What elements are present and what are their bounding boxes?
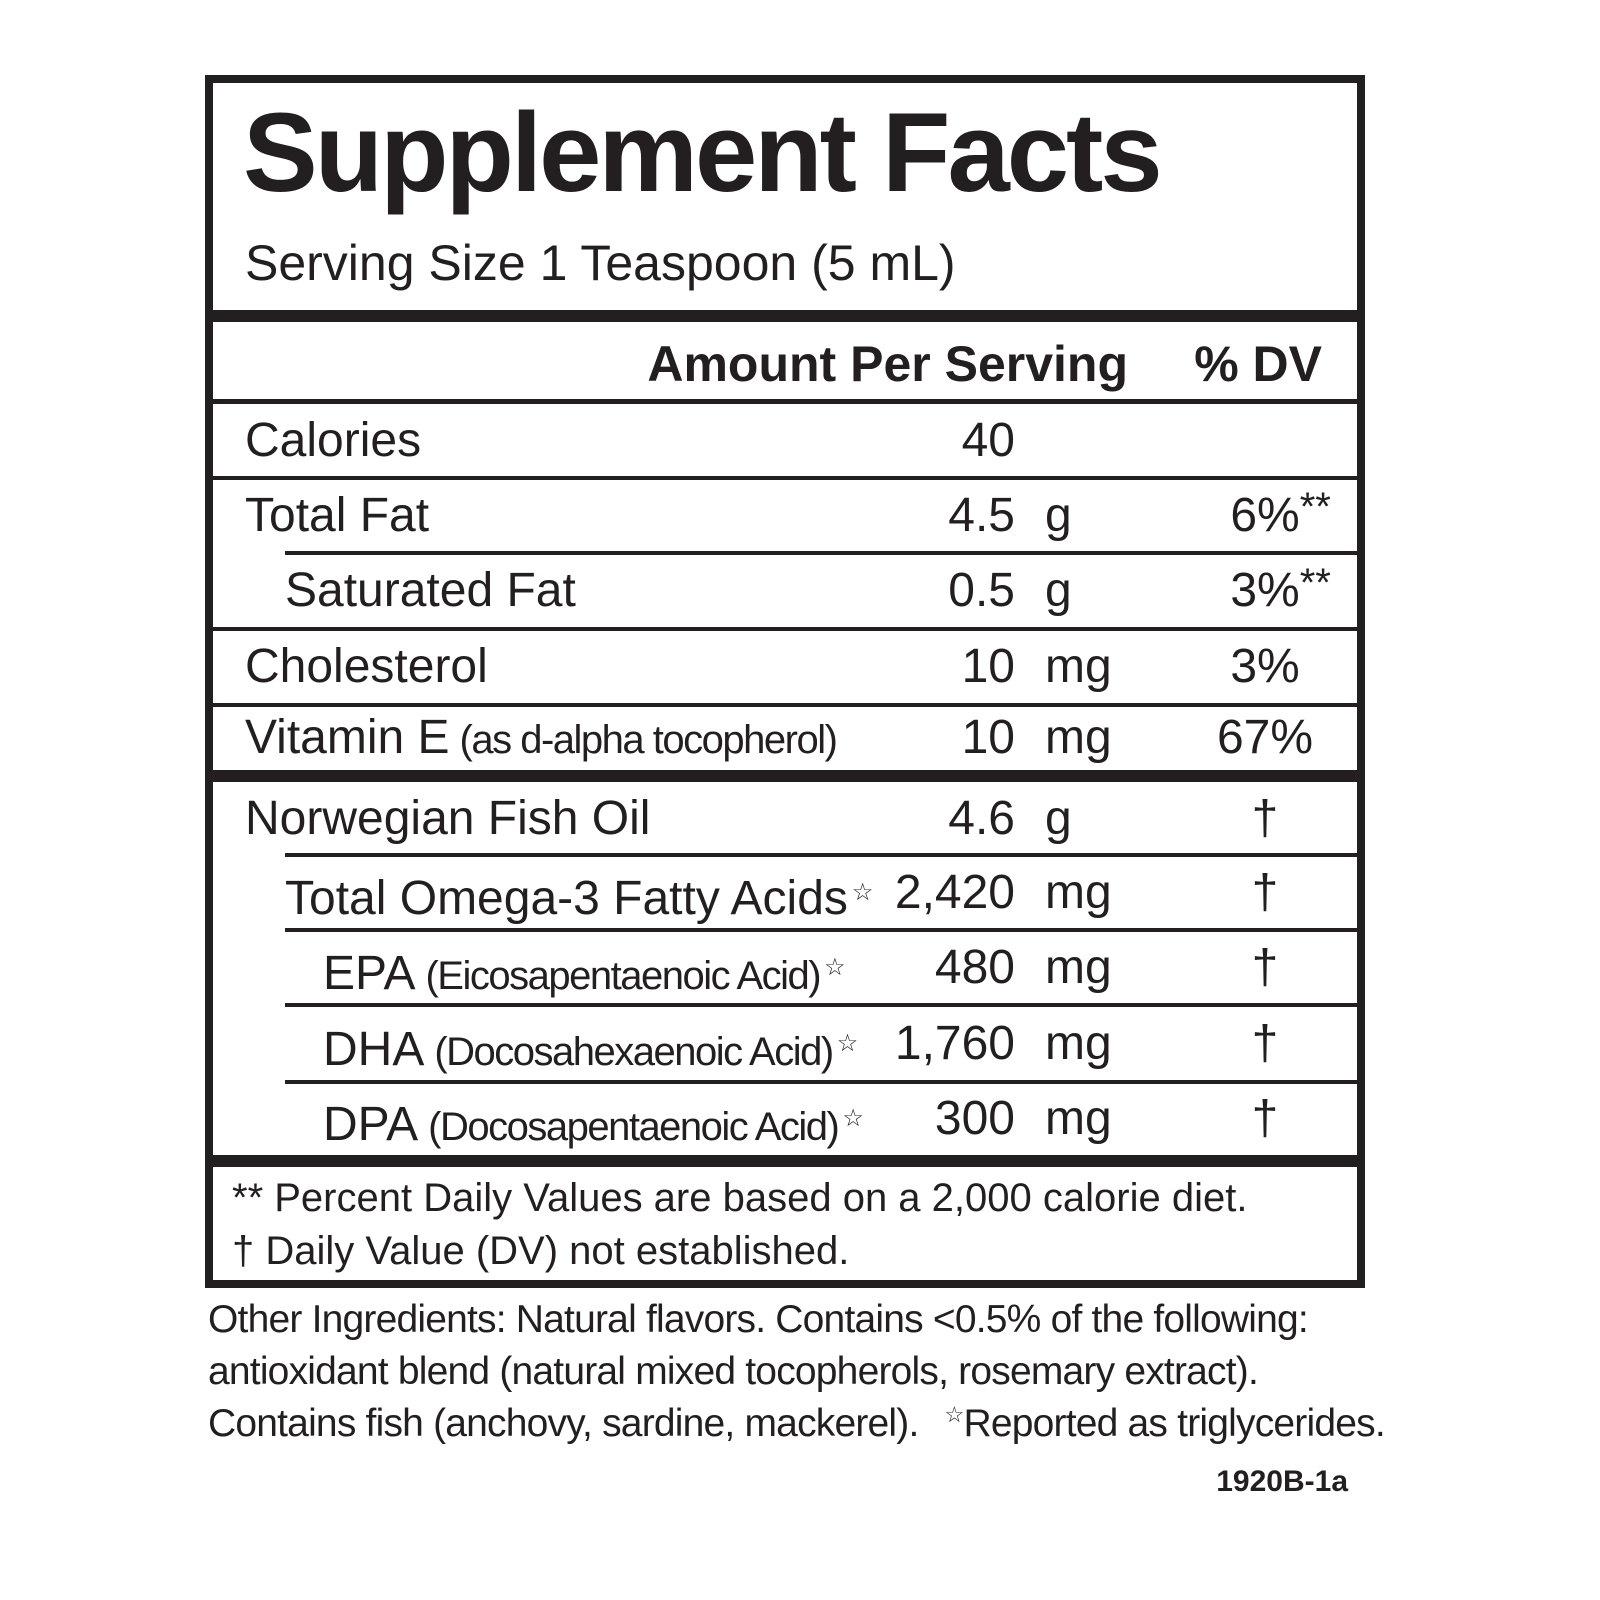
dv-cell: 67% [1165, 705, 1365, 770]
unit: mg [1045, 941, 1112, 994]
daily-value: 67% [1216, 711, 1314, 764]
star-marker: ☆ [944, 1402, 965, 1427]
marker-note: Reported as triglycerides. [963, 1402, 1385, 1445]
daily-value: † [1251, 1092, 1279, 1145]
daily-value: † [1251, 941, 1279, 994]
serving-size: Serving Size 1 Teaspoon (5 mL) [245, 235, 956, 291]
amount: 4.5 [948, 489, 1015, 542]
star-marker: ☆ [851, 879, 874, 906]
nutrient-name: Vitamin E [245, 711, 450, 764]
dv-note: ** [1299, 561, 1331, 605]
row-label: Total Fat [245, 478, 429, 553]
row-label: Cholesterol [245, 629, 488, 705]
row-label: Vitamin E (as d-alpha tocopherol) [245, 705, 838, 770]
ingredients-line: Other Ingredients: Natural flavors. Cont… [208, 1298, 1309, 1342]
unit: mg [1045, 711, 1112, 764]
daily-value: † [1251, 866, 1279, 919]
amount: 0.5 [948, 564, 1015, 617]
amount: 40 [961, 414, 1015, 467]
ingredients-line: Contains fish (anchovy, sardine, mackere… [208, 1402, 1386, 1446]
daily-value: 3% ** [1230, 553, 1331, 629]
nutrient-note: (as d-alpha tocopherol) [459, 718, 838, 762]
daily-value: † [1251, 792, 1279, 845]
ingredients-text: Other Ingredients: Natural flavors. Cont… [208, 1298, 1309, 1341]
nutrient-name: Saturated Fat [285, 564, 576, 617]
rule [285, 1080, 1357, 1084]
ingredients-text: Contains fish (anchovy, sardine, mackere… [208, 1402, 919, 1445]
unit: mg [1045, 866, 1112, 919]
dv-cell: † [1165, 930, 1365, 1005]
daily-value: 3% [1230, 640, 1300, 693]
dv-cell: 3% [1165, 629, 1365, 705]
row-label: DPA (Docosapentaenoic Acid) ☆ [323, 1082, 864, 1155]
rule [285, 1003, 1357, 1007]
nutrient-name: EPA [323, 947, 416, 1000]
amount: 1,760 [894, 1017, 1015, 1070]
dv-cell: † [1165, 1082, 1365, 1155]
star-marker: ☆ [842, 1105, 864, 1132]
dv-header: % DV [1194, 336, 1322, 392]
dv-cell: 3% ** [1165, 553, 1365, 629]
nutrient-name: Calories [245, 414, 422, 467]
unit: g [1045, 489, 1072, 542]
label-code: 1920B-1a [1216, 1465, 1348, 1498]
dv-cell: † [1165, 782, 1365, 855]
unit: g [1045, 564, 1072, 617]
row-label: Norwegian Fish Oil [245, 782, 650, 855]
amount: 10 [961, 640, 1015, 693]
rule [285, 928, 1357, 932]
daily-value: 6% ** [1230, 478, 1331, 553]
thick-rule [213, 310, 1357, 322]
footnote: † Daily Value (DV) not established. [232, 1229, 850, 1273]
rule [213, 703, 1357, 707]
amount: 2,420 [894, 866, 1015, 919]
nutrient-note: (Docosapentaenoic Acid) [428, 1105, 840, 1149]
nutrient-note: (Docosahexaenoic Acid) [434, 1030, 834, 1074]
star-marker: ☆ [836, 1030, 859, 1057]
row-label: EPA (Eicosapentaenoic Acid) ☆ [323, 930, 846, 1005]
row-label: Total Omega-3 Fatty Acids ☆ [285, 855, 873, 930]
amount: 480 [934, 941, 1015, 994]
dv-note: ** [1299, 485, 1331, 529]
nutrient-name: Total Fat [245, 489, 430, 542]
dv-cell: † [1165, 855, 1365, 930]
amount: 300 [934, 1092, 1015, 1145]
unit: mg [1045, 640, 1112, 693]
nutrient-name: DHA [323, 1023, 425, 1076]
star-marker: ☆ [824, 954, 846, 981]
nutrient-note: (Eicosapentaenoic Acid) [425, 954, 821, 998]
nutrient-name: Cholesterol [245, 640, 488, 693]
dv-cell: † [1165, 1005, 1365, 1082]
row-label: Saturated Fat [285, 553, 576, 629]
ingredients-line: antioxidant blend (natural mixed tocophe… [208, 1350, 1259, 1394]
row-label: Calories [245, 404, 421, 478]
amount: 4.6 [948, 792, 1015, 845]
amount-header: Amount Per Serving [647, 336, 1128, 392]
title: Supplement Facts [243, 90, 1163, 215]
rule [213, 399, 1357, 404]
thick-rule [213, 770, 1357, 782]
unit: g [1045, 792, 1072, 845]
amount: 10 [961, 711, 1015, 764]
nutrient-name: Norwegian Fish Oil [245, 792, 651, 845]
unit: mg [1045, 1017, 1112, 1070]
footnote: ** Percent Daily Values are based on a 2… [232, 1176, 1248, 1220]
nutrient-name: Total Omega-3 Fatty Acids [285, 872, 848, 925]
rule [285, 853, 1357, 857]
ingredients-text: antioxidant blend (natural mixed tocophe… [208, 1350, 1259, 1393]
dv-cell: 6% ** [1165, 478, 1365, 553]
rule [213, 627, 1357, 631]
rule [213, 476, 1357, 480]
daily-value: † [1251, 1017, 1279, 1070]
nutrient-name: DPA [323, 1098, 419, 1151]
facts-box [205, 75, 1365, 1288]
thick-rule [213, 1155, 1357, 1167]
row-label: DHA (Docosahexaenoic Acid) ☆ [323, 1005, 858, 1082]
unit: mg [1045, 1092, 1112, 1145]
rule [285, 551, 1357, 555]
